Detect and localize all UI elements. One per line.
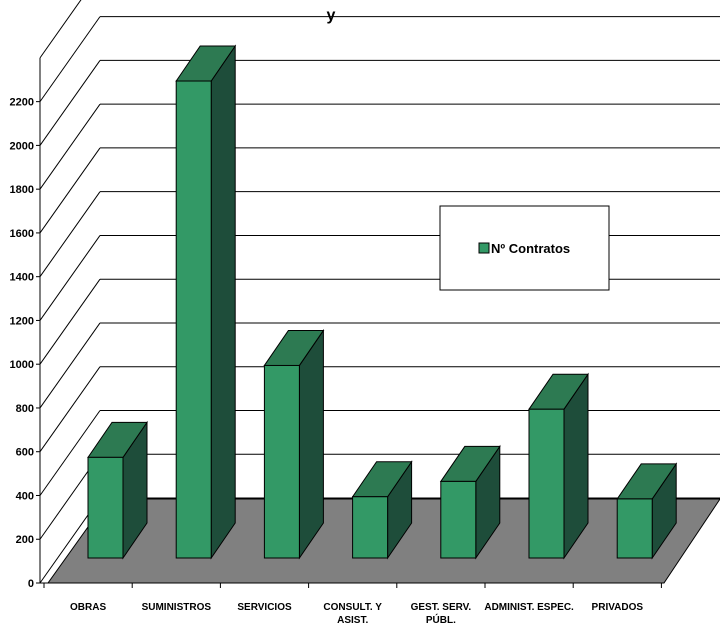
y-tick-label: 0 — [28, 578, 34, 590]
gridline-diag — [39, 322, 101, 409]
legend-swatch — [478, 242, 490, 254]
bar — [351, 460, 413, 560]
gridline-diag — [39, 410, 101, 496]
x-tick-label: SERVICIOS — [237, 602, 292, 613]
x-tick-label: PRIVADOS — [592, 602, 644, 613]
y-tick-label: 1400 — [10, 272, 34, 284]
bars — [87, 44, 678, 560]
y-tick-label: 1200 — [10, 315, 34, 327]
bar-front — [175, 80, 212, 559]
bar — [263, 328, 325, 560]
x-tick-label: GEST. SERV. PÚBL. — [411, 602, 472, 626]
bar-front — [87, 456, 124, 559]
x-tick-label: ADMINIST. ESPEC. — [484, 602, 574, 613]
bar-side — [210, 44, 236, 560]
y-tick-label: 2200 — [10, 97, 34, 109]
legend-box — [439, 205, 610, 291]
bar — [175, 44, 237, 560]
y-tick-label: 600 — [16, 447, 34, 459]
bar-front — [616, 498, 653, 559]
y-tick-label: 800 — [16, 403, 34, 415]
y-ticks: 0 200 400 600 800 1000 1200 1400 1600 1800 2000 220… — [10, 97, 40, 590]
bar-front — [352, 496, 389, 559]
gridline-diag — [39, 16, 101, 102]
chart-title: y — [327, 7, 336, 24]
bar — [87, 420, 148, 560]
y-tick-label: 2000 — [10, 140, 34, 152]
y-tick-label: 1800 — [10, 184, 34, 196]
legend-label: Nº Contratos — [491, 241, 570, 256]
gridline-diag — [39, 235, 101, 321]
gridline-diag — [39, 60, 101, 146]
bar-front — [440, 480, 477, 559]
x-tick-label: CONSULT. Y ASIST. — [323, 602, 382, 626]
x-tick-label: SUMINISTROS — [142, 602, 212, 613]
bar — [439, 444, 501, 560]
x-tick-label: OBRAS — [70, 602, 106, 613]
bar-front — [528, 408, 565, 559]
gridline-diag — [39, 278, 101, 365]
bar — [616, 462, 678, 560]
gridline-diag — [39, 147, 101, 234]
y-tick-label: 400 — [16, 490, 34, 502]
gridline-diag — [39, 103, 101, 190]
gridline-diag — [39, 191, 101, 277]
y-tick-label: 1600 — [10, 228, 34, 240]
y-tick-label: 1000 — [10, 359, 34, 371]
bar — [528, 372, 589, 560]
legend: Nº Contratos — [439, 205, 610, 291]
bar-front — [263, 364, 300, 559]
bar-side — [298, 328, 324, 560]
gridline-diag — [39, 366, 101, 453]
y-tick-label: 200 — [16, 534, 34, 546]
gridline-diag — [39, 0, 82, 59]
x-ticks — [43, 583, 662, 588]
category-labels: OBRAS SUMINISTROS SERVICIOS CONSULT. Y ASIST… — [70, 602, 643, 626]
